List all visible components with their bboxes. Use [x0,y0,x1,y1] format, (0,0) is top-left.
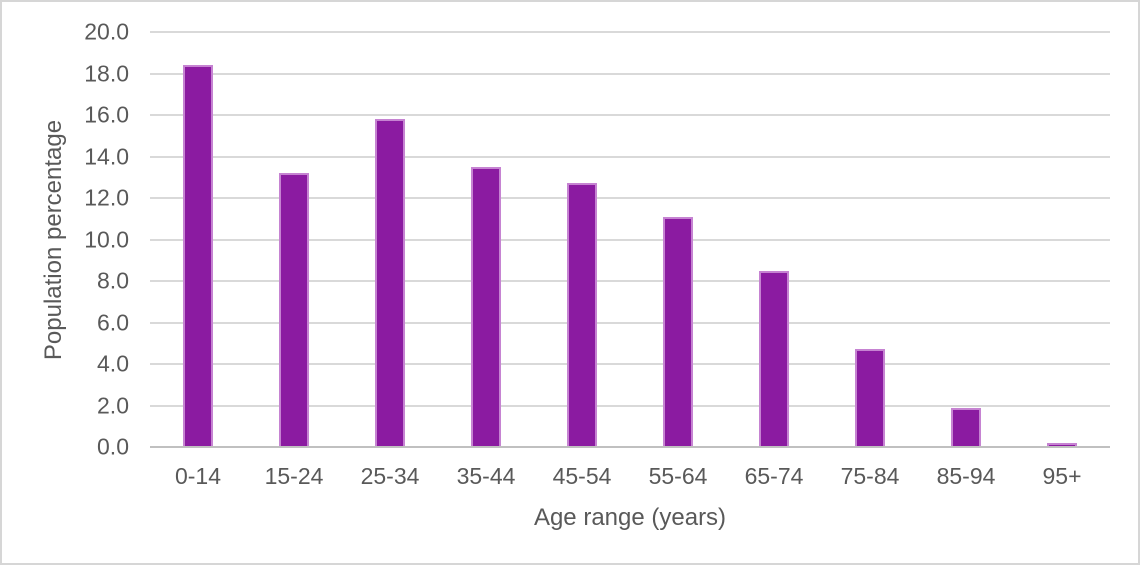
x-tick-label: 95+ [1042,463,1082,489]
gridline [150,72,1110,75]
bar-65-74 [759,270,789,447]
y-tick-label: 18.0 [84,60,129,86]
bar-55-64 [663,216,693,447]
bar-35-44 [471,166,501,447]
bar-95+ [1047,442,1077,447]
y-axis-tick-labels: 0.0 2.0 4.0 6.0 8.0 10.0 12.0 14.0 16.0 18.0 20.0 [2,20,129,458]
bar-slot [822,32,918,447]
x-axis-tick-labels: 0-14 15-24 25-34 35-44 45-54 55-64 65-74 75-84 8… [150,463,1110,490]
bar-slot [534,32,630,447]
x-tick-label: 35-44 [456,463,516,489]
bar-slot [1014,32,1110,447]
bar-75-84 [855,349,885,447]
y-tick-label: 2.0 [97,392,129,418]
y-tick-label: 14.0 [84,143,129,169]
bar-0-14 [183,65,213,447]
gridline [150,114,1110,116]
x-axis-line [150,446,1110,448]
gridline [150,31,1110,33]
gridline [150,363,1110,365]
bar-slot [342,32,438,447]
y-tick-label: 16.0 [84,101,129,128]
y-tick-label: 4.0 [97,350,129,377]
bar-85-94 [951,407,981,447]
y-tick-label: 8.0 [97,267,129,294]
x-tick-label: 85-94 [936,463,996,489]
bar-slot [438,32,534,447]
bar-slot [246,32,342,447]
x-tick-label: 45-54 [552,463,612,489]
y-tick-label: 12.0 [84,184,129,211]
y-tick-label: 10.0 [84,226,129,252]
gridline [150,197,1110,199]
bar-15-24 [279,173,309,447]
y-tick-label: 6.0 [97,309,129,335]
plot-area [150,31,1110,448]
bar-slot [630,32,726,447]
y-tick-label: 0.0 [97,433,129,460]
bar-slot [150,32,246,447]
gridline [150,155,1110,158]
bar-series [150,32,1110,447]
x-tick-label: 15-24 [264,463,324,489]
x-tick-label: 65-74 [744,463,804,489]
bar-slot [918,32,1014,447]
x-axis-title: Age range (years) [533,504,727,531]
x-tick-label: 75-84 [840,463,900,489]
gridline [150,321,1110,324]
bar-45-54 [567,183,597,447]
gridline [150,404,1110,407]
x-tick-label: 55-64 [648,463,708,489]
gridline [150,238,1110,241]
y-tick-label: 20.0 [84,18,129,45]
x-tick-label: 0-14 [174,463,222,489]
x-tick-label: 25-34 [360,463,420,489]
bar-25-34 [375,119,405,447]
gridline [150,280,1110,282]
bar-slot [726,32,822,447]
